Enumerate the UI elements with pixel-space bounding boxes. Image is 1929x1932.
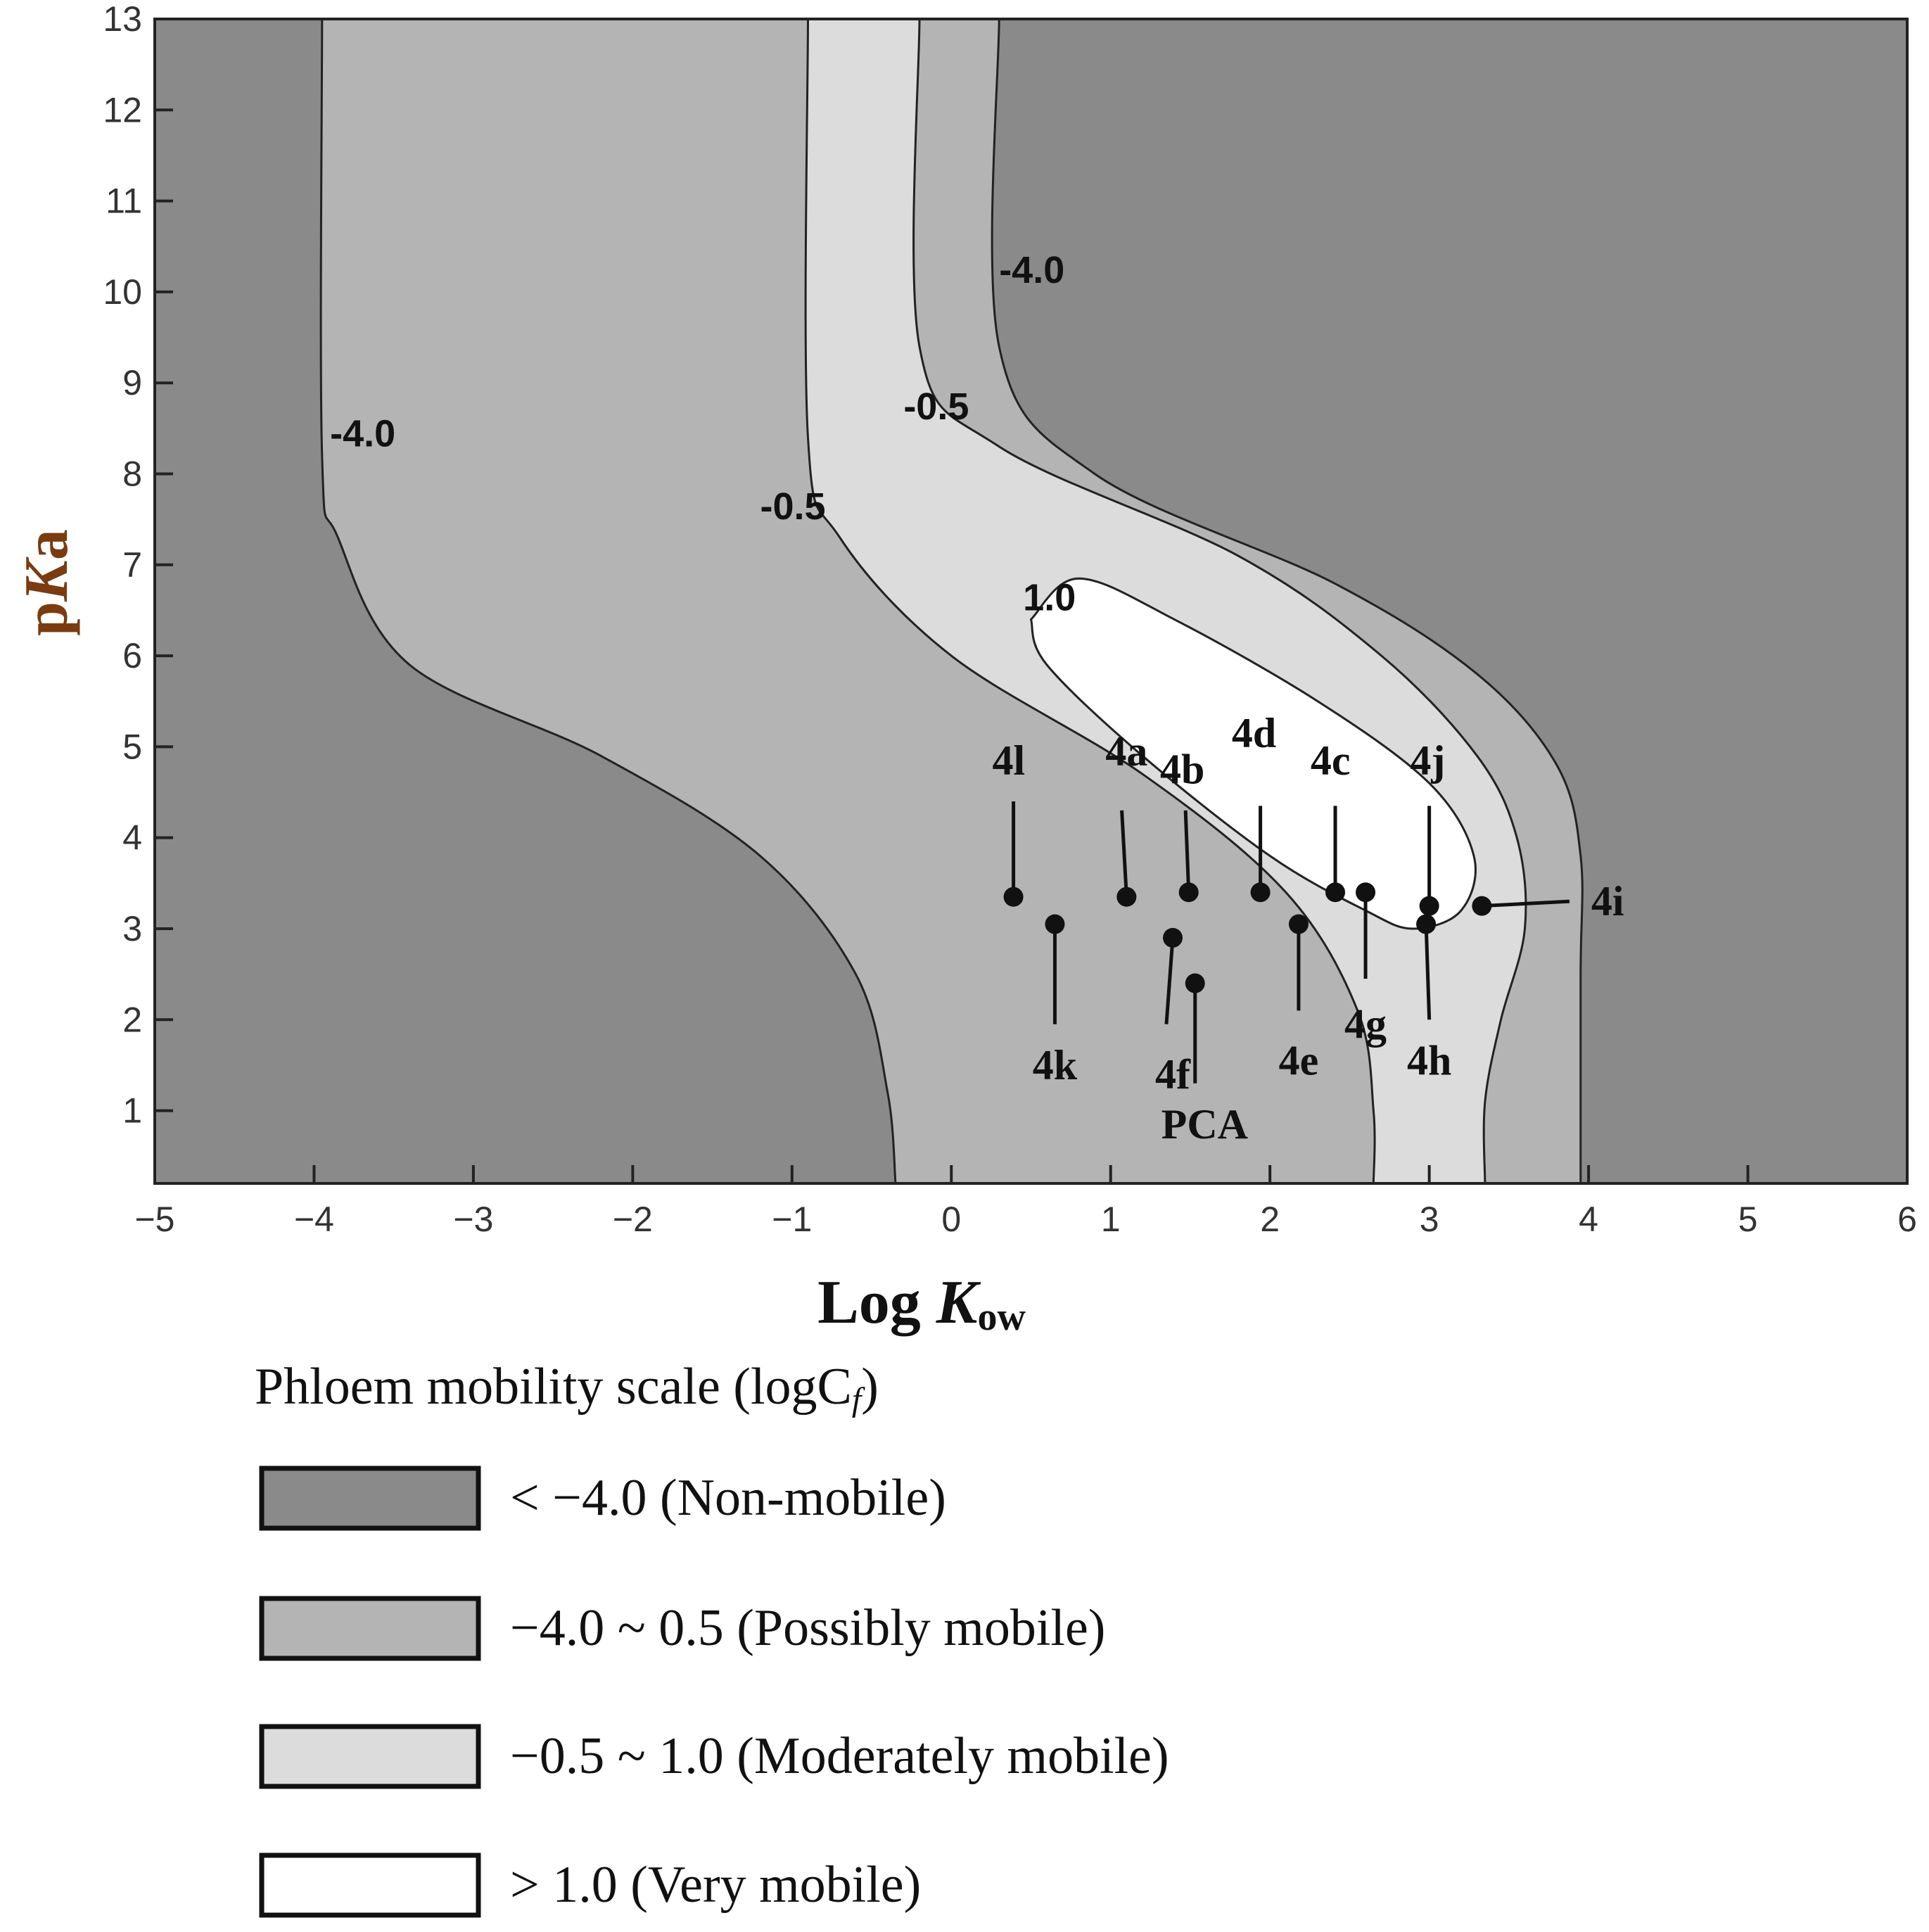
point-label: 4g — [1344, 1001, 1387, 1048]
contour-label: -4.0 — [330, 413, 395, 455]
contour-line-right-minus4 — [991, 19, 1584, 1183]
point-leader-line — [1164, 937, 1175, 1024]
contour-label: -4.0 — [999, 249, 1064, 291]
data-point — [1472, 896, 1492, 916]
y-tick-label: 8 — [122, 454, 142, 493]
legend-label: −0.5 ~ 1.0 (Moderately mobile) — [510, 1727, 1169, 1785]
y-tick-label: 7 — [122, 545, 142, 585]
x-tick-label: −1 — [772, 1200, 812, 1239]
legend-swatch — [259, 1724, 481, 1789]
x-tick-label: 4 — [1579, 1200, 1598, 1239]
y-axis-title-tail: a — [13, 529, 81, 560]
data-point — [1250, 882, 1271, 903]
y-tick-label: 6 — [122, 636, 142, 675]
contour-line-left-minus4 — [319, 19, 897, 1183]
contour-line-1 — [1029, 577, 1477, 930]
x-tick-label: 0 — [941, 1200, 961, 1239]
x-tick-label: −4 — [294, 1200, 334, 1239]
legend-label: −4.0 ~ 0.5 (Possibly mobile) — [510, 1599, 1105, 1657]
legend-entry: −4.0 ~ 0.5 (Possibly mobile) — [259, 1596, 1105, 1661]
x-axis-title-italic: K — [936, 1269, 981, 1337]
legend-title-main: Phloem mobility scale (logC — [255, 1358, 852, 1416]
point-label: 4k — [1033, 1042, 1078, 1088]
point-label: PCA — [1161, 1101, 1248, 1148]
x-tick-label: −5 — [134, 1200, 174, 1239]
data-point — [1325, 882, 1346, 903]
y-tick-label: 3 — [122, 909, 142, 948]
point-label: 4f — [1155, 1051, 1191, 1098]
legend-swatch — [259, 1466, 481, 1531]
legend-entry: < −4.0 (Non-mobile) — [259, 1466, 946, 1531]
point-label: 4h — [1407, 1037, 1451, 1083]
legend-label: < −4.0 (Non-mobile) — [510, 1469, 946, 1527]
x-axis: −5 −4 −3 −2 −1 0 1 2 3 4 5 6 — [134, 1165, 1917, 1239]
x-tick-label: 1 — [1101, 1200, 1121, 1239]
y-tick-label: 9 — [122, 363, 142, 402]
x-axis-title: Log Kow — [817, 1269, 1026, 1339]
y-tick-label: 5 — [122, 727, 142, 766]
x-axis-title-main: Log — [817, 1269, 936, 1337]
legend-swatch — [259, 1596, 481, 1661]
legend-label: > 1.0 (Very mobile) — [510, 1856, 921, 1914]
y-tick-label: 4 — [122, 818, 142, 858]
data-point — [1163, 927, 1183, 948]
contour-label: -0.5 — [760, 485, 826, 528]
y-tick-label: 13 — [103, 0, 142, 39]
point-label: 4j — [1410, 737, 1445, 784]
contour-line-left-minus05 — [804, 19, 1376, 1183]
data-point — [1116, 886, 1137, 907]
contour-line-right-minus05 — [912, 19, 1527, 1183]
x-tick-label: 2 — [1260, 1200, 1280, 1239]
legend-entry: −0.5 ~ 1.0 (Moderately mobile) — [259, 1724, 1169, 1789]
legend-entries: < −4.0 (Non-mobile) −4.0 ~ 0.5 (Possibly … — [259, 1466, 1169, 1918]
y-tick-label: 11 — [106, 182, 142, 221]
y-tick-label: 1 — [122, 1091, 142, 1131]
data-point — [1356, 882, 1376, 903]
contour-label: 1.0 — [1023, 576, 1076, 618]
very-mobile-region — [1031, 578, 1476, 929]
x-tick-label: 5 — [1738, 1200, 1758, 1239]
y-axis-title-main: p — [13, 602, 81, 636]
y-axis-title: pKa — [13, 529, 81, 636]
point-label: 4e — [1279, 1037, 1319, 1083]
contour-label: -0.5 — [903, 386, 969, 428]
plot-frame — [153, 18, 1909, 1185]
point-label: 4l — [992, 737, 1025, 784]
point-label: 4a — [1105, 728, 1147, 775]
point-label: 4i — [1591, 878, 1624, 924]
legend-entry: > 1.0 (Very mobile) — [259, 1852, 921, 1918]
data-point — [1178, 882, 1199, 903]
point-label: 4b — [1160, 746, 1204, 793]
legend: Phloem mobility scale (logCf) < −4.0 (No… — [255, 1358, 1169, 1918]
legend-title-end: ) — [861, 1358, 879, 1416]
x-tick-label: 6 — [1897, 1200, 1917, 1239]
x-tick-label: 3 — [1420, 1200, 1439, 1239]
point-leader-line — [1120, 810, 1128, 897]
y-tick-label: 2 — [122, 1000, 142, 1039]
data-point — [1419, 896, 1439, 916]
x-tick-label: −2 — [613, 1200, 653, 1239]
y-tick-label: 12 — [103, 90, 142, 129]
contour-labels: -4.0 -4.0 -0.5 -0.5 1.0 — [330, 249, 1076, 618]
data-point — [1185, 973, 1205, 993]
point-label: 4d — [1232, 710, 1276, 756]
data-point — [1045, 914, 1065, 934]
x-tick-label: −3 — [453, 1200, 493, 1239]
data-point — [1288, 914, 1309, 934]
data-point — [1416, 914, 1437, 934]
data-point — [1003, 886, 1024, 907]
point-leader-line — [1183, 810, 1191, 893]
x-axis-title-subscript: ow — [977, 1295, 1026, 1339]
y-tick-label: 10 — [103, 272, 142, 312]
legend-swatch — [259, 1852, 481, 1918]
legend-title: Phloem mobility scale (logCf) — [255, 1358, 879, 1418]
point-label: 4c — [1311, 737, 1351, 784]
y-axis-title-italic: K — [13, 557, 81, 602]
point-leader-line — [1482, 899, 1570, 908]
point-leader-line — [1424, 924, 1432, 1020]
